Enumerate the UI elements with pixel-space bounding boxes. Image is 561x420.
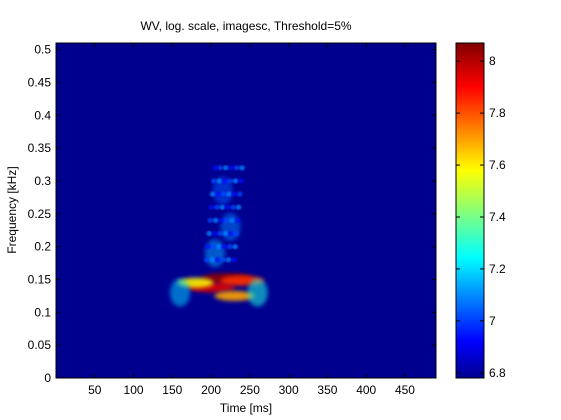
x-tick-label: 100 (124, 383, 144, 397)
chart-title: WV, log. scale, imagesc, Threshold=5% (140, 19, 351, 33)
heatmap-cell (228, 165, 235, 171)
y-tick-label: 0.05 (28, 338, 52, 352)
heatmap-cell (229, 217, 235, 223)
heatmap-cell (238, 178, 244, 184)
y-tick-label: 0.25 (28, 207, 52, 221)
colorbar-tick-label: 7.2 (489, 262, 506, 276)
heatmap-cell (224, 204, 231, 210)
x-tick-label: 300 (279, 383, 299, 397)
heatmap-cell (226, 191, 232, 197)
heatmap-cell (225, 257, 232, 263)
heatmap-cell (212, 217, 219, 223)
heatmap-cell (209, 191, 216, 197)
heatmap-cell (216, 244, 222, 250)
heatmap-cell (227, 178, 233, 184)
heatmap-cell (230, 204, 237, 210)
colorbar-tick-label: 8 (489, 54, 496, 68)
heatmap-cell (233, 230, 240, 237)
heatmap-cell (221, 178, 228, 184)
colorbar-tick-label: 7.6 (489, 158, 506, 172)
heatmap-cell (231, 257, 237, 263)
heatmap-cell (220, 191, 227, 197)
colorbar (455, 42, 485, 379)
heatmap-cell (208, 204, 215, 210)
heatmap-cell (239, 165, 245, 171)
heatmap-cell (209, 257, 216, 263)
heatmap-cell (207, 217, 214, 223)
heatmap-cell (218, 217, 224, 223)
y-tick-label: 0.2 (34, 240, 51, 254)
heatmap-cell (232, 244, 238, 250)
x-tick-label: 250 (240, 383, 260, 397)
heatmap-cell (212, 176, 233, 205)
x-tick-label: 350 (317, 383, 337, 397)
heatmap-cell (217, 230, 223, 237)
heatmap-cell (216, 178, 223, 184)
heatmap-cell (220, 257, 226, 263)
heatmap-cell (170, 278, 191, 307)
x-tick-label: 400 (356, 383, 376, 397)
colorbar-tick-label: 7.8 (489, 106, 506, 120)
heatmap-cell (236, 191, 243, 197)
heatmap-cell (223, 165, 229, 171)
x-tick-label: 450 (395, 383, 415, 397)
y-axis-label: Frequency [kHz] (5, 166, 19, 253)
x-axis: 50 100 150 200 250 300 350 400 450 (88, 43, 415, 397)
heatmap-cell (214, 257, 221, 263)
heatmap-layer (170, 165, 268, 307)
heatmap-cell (247, 278, 268, 307)
heatmap-cell (234, 217, 241, 223)
x-tick-label: 150 (162, 383, 182, 397)
y-tick-label: 0.4 (34, 108, 51, 122)
x-tick-label: 50 (88, 383, 102, 397)
x-tick-label: 200 (201, 383, 221, 397)
plot-area (56, 43, 436, 378)
heatmap-cell (204, 239, 225, 268)
heatmap-cell (215, 191, 221, 197)
heatmap-cell (217, 165, 224, 171)
heatmap-cell (204, 257, 210, 263)
plot-frame (55, 42, 437, 379)
heatmap-cell (219, 204, 226, 210)
heatmap-cell (211, 230, 218, 237)
heatmap-cell (228, 230, 234, 237)
heatmap-cell (221, 244, 228, 250)
colorbar-tick-label: 7 (489, 314, 496, 328)
heatmap-cell (214, 290, 255, 301)
heatmap-cell (220, 212, 241, 241)
y-tick-label: 0.1 (34, 305, 51, 319)
heatmap-cell (223, 217, 230, 223)
x-axis-label: Time [ms] (220, 401, 272, 415)
heatmap-cell (232, 178, 239, 184)
colorbar-axis: 6.8 7 7.2 7.4 7.6 7.8 8 (456, 54, 506, 380)
y-tick-label: 0.3 (34, 174, 51, 188)
heatmap-cell (231, 191, 238, 197)
y-tick-label: 0.15 (28, 272, 52, 286)
y-tick-label: 0.45 (28, 75, 52, 89)
heatmap-cell (226, 244, 233, 250)
heatmap-cell (205, 244, 211, 250)
heatmap-cell (233, 165, 240, 171)
y-tick-label: 0.5 (34, 43, 51, 57)
heatmap-cell (235, 204, 242, 210)
heatmap-cell (210, 244, 217, 250)
heatmap-cell (206, 230, 212, 237)
y-tick-label: 0.35 (28, 141, 52, 155)
y-axis: 0 0.05 0.1 0.15 0.2 0.25 0.3 0.35 0.4 0.45 0.5 (28, 43, 436, 385)
heatmap-cell (214, 204, 220, 210)
y-tick-label: 0 (44, 371, 51, 385)
heatmap-cell (211, 178, 217, 184)
heatmap-cell (222, 230, 229, 237)
colorbar-tick-label: 7.4 (489, 210, 506, 224)
heatmap-cell (212, 165, 218, 171)
colorbar-tick-label: 6.8 (489, 366, 506, 380)
